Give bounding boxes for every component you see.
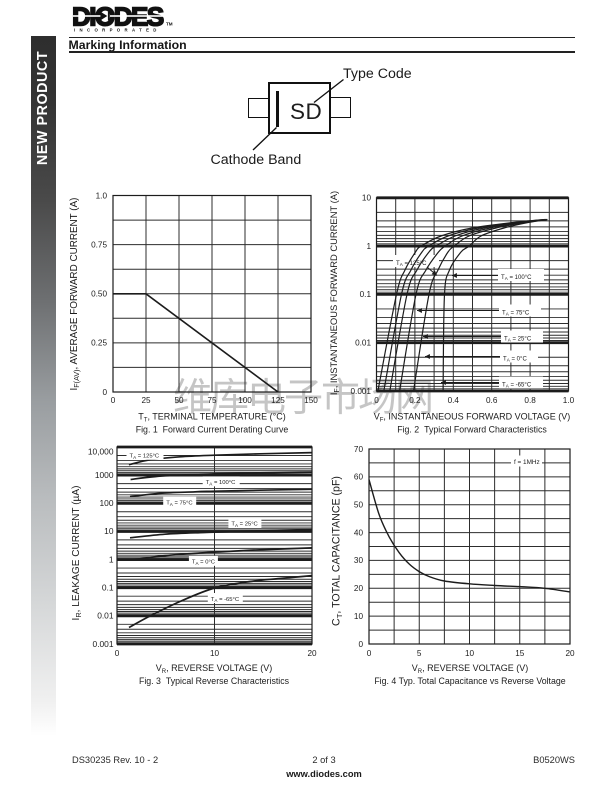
svg-text:TA = 75°C: TA = 75°C	[502, 310, 530, 316]
svg-text:10: 10	[210, 649, 220, 658]
svg-text:INCORPORATED: INCORPORATED	[74, 27, 161, 32]
svg-text:Fig. 3 Typical Reverse Charac: Fig. 3 Typical Reverse Characteristics	[139, 676, 290, 686]
svg-text:15: 15	[515, 649, 525, 658]
svg-text:TA = 125°C: TA = 125°C	[396, 261, 427, 267]
svg-text:100: 100	[238, 396, 252, 405]
svg-text:IF(AV), AVERAGE FORWARD CURREN: IF(AV), AVERAGE FORWARD CURRENT (A)	[69, 198, 81, 391]
svg-text:Fig. 4 Typ. Total Capacitance: Fig. 4 Typ. Total Capacitance vs Reverse…	[374, 676, 565, 686]
svg-text:0.4: 0.4	[448, 396, 460, 405]
svg-text:CT, TOTAL CAPACITANCE (pF): CT, TOTAL CAPACITANCE (pF)	[331, 476, 344, 626]
svg-text:TA = -65°C: TA = -65°C	[211, 597, 239, 603]
svg-text:10: 10	[354, 612, 364, 621]
svg-text:1: 1	[366, 242, 371, 251]
svg-text:0.8: 0.8	[524, 396, 536, 405]
svg-text:60: 60	[354, 473, 364, 482]
svg-text:IR, LEAKAGE CURRENT (µA): IR, LEAKAGE CURRENT (µA)	[71, 486, 83, 621]
svg-text:VR, REVERSE VOLTAGE (V): VR, REVERSE VOLTAGE (V)	[412, 663, 529, 675]
svg-text:TA = 25°C: TA = 25°C	[231, 521, 257, 527]
svg-text:0.001: 0.001	[93, 639, 114, 649]
svg-text:VR, REVERSE VOLTAGE (V): VR, REVERSE VOLTAGE (V)	[156, 663, 273, 675]
svg-text:IF, INSTANTANEOUS FORWARD CURR: IF, INSTANTANEOUS FORWARD CURRENT (A)	[328, 191, 341, 395]
svg-text:1: 1	[109, 554, 114, 564]
svg-text:1000: 1000	[95, 470, 114, 480]
svg-text:20: 20	[565, 649, 575, 658]
svg-text:20: 20	[354, 584, 364, 593]
svg-text:1.0: 1.0	[563, 396, 575, 405]
svg-text:0.6: 0.6	[486, 396, 498, 405]
svg-text:50: 50	[354, 501, 364, 510]
svg-text:0: 0	[358, 640, 363, 649]
svg-text:0.1: 0.1	[360, 290, 372, 299]
svg-text:0: 0	[102, 388, 107, 397]
svg-text:25: 25	[141, 396, 151, 405]
svg-text:0.01: 0.01	[355, 339, 371, 348]
svg-text:20: 20	[307, 649, 317, 658]
svg-text:0.01: 0.01	[97, 611, 114, 621]
svg-text:10: 10	[465, 649, 475, 658]
svg-text:TA = 0°C: TA = 0°C	[503, 356, 527, 362]
svg-text:TA = 100°C: TA = 100°C	[206, 480, 236, 486]
svg-text:TM: TM	[166, 22, 173, 27]
svg-text:70: 70	[354, 445, 364, 454]
svg-text:Fig. 2 Typical Forward Charac: Fig. 2 Typical Forward Characteristics	[397, 425, 547, 435]
svg-text:30: 30	[354, 556, 364, 565]
svg-text:TA = 75°C: TA = 75°C	[166, 501, 192, 507]
svg-text:40: 40	[354, 528, 364, 537]
svg-text:10: 10	[362, 194, 372, 203]
svg-text:TT, TERMINAL TEMPERATURE (°C): TT, TERMINAL TEMPERATURE (°C)	[138, 412, 285, 424]
svg-text:TA = 125°C: TA = 125°C	[130, 454, 160, 460]
svg-text:100: 100	[100, 498, 114, 508]
svg-text:0: 0	[115, 649, 120, 658]
svg-text:75: 75	[207, 396, 217, 405]
svg-text:50: 50	[174, 396, 184, 405]
svg-text:0.75: 0.75	[91, 240, 107, 249]
svg-text:150: 150	[304, 396, 318, 405]
svg-text:f = 1MHz: f = 1MHz	[514, 459, 540, 466]
svg-text:1.0: 1.0	[96, 191, 108, 200]
svg-text:Fig. 1 Forward Current Derati: Fig. 1 Forward Current Derating Curve	[136, 425, 289, 435]
svg-text:TA = 0°C: TA = 0°C	[192, 560, 215, 566]
svg-text:10,000: 10,000	[88, 446, 114, 456]
svg-text:0.25: 0.25	[91, 339, 107, 348]
svg-text:0.50: 0.50	[91, 290, 107, 299]
svg-text:0.1: 0.1	[102, 583, 114, 593]
svg-text:TA = 100°C: TA = 100°C	[501, 275, 532, 281]
svg-text:0.001: 0.001	[351, 387, 372, 396]
svg-text:0: 0	[367, 649, 372, 658]
svg-text:TA = 25°C: TA = 25°C	[504, 336, 532, 342]
svg-text:5: 5	[417, 649, 422, 658]
svg-text:0.2: 0.2	[409, 396, 421, 405]
svg-text:10: 10	[104, 526, 114, 536]
svg-text:125: 125	[271, 396, 285, 405]
svg-text:TA = -65°C: TA = -65°C	[502, 382, 532, 388]
svg-text:0: 0	[111, 396, 116, 405]
svg-text:0: 0	[374, 396, 379, 405]
svg-text:VF, INSTANTANEOUS FORWARD VOLT: VF, INSTANTANEOUS FORWARD VOLTAGE (V)	[374, 412, 571, 424]
